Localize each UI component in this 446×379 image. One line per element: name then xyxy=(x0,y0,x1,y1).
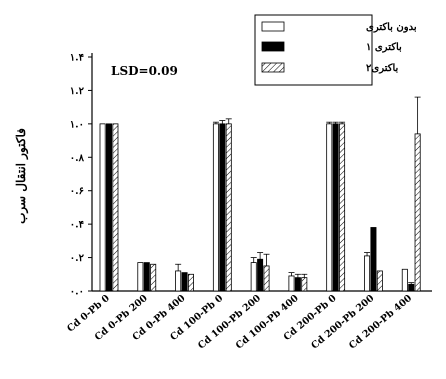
y-ticks: ۰.۰ ۰.۲ ۰.۴ ۰.۶ ۰.۸ ۱.۰ ۱.۲ ۱.۴ xyxy=(70,53,92,298)
bar-3 xyxy=(414,133,421,292)
lsd-annotation: LSD=0.09 xyxy=(111,64,178,78)
bar-3 xyxy=(376,270,383,292)
x-tick-label: Cd 200-Pb 400 xyxy=(347,293,414,352)
bar-2 xyxy=(294,277,301,292)
bar-2 xyxy=(106,123,113,292)
y-tick-label: ۰.۴ xyxy=(70,220,84,231)
bar-3 xyxy=(150,263,157,292)
y-tick-label: ۱.۰ xyxy=(70,119,84,130)
x-tick-label: Cd 100-Pb 200 xyxy=(196,293,263,352)
y-tick-label: ۱.۴ xyxy=(70,53,84,64)
legend: بدون باکتری باکتری ۱ باکتری۲ xyxy=(254,14,417,86)
bar-2 xyxy=(332,123,339,292)
bar-2 xyxy=(408,283,415,292)
bar-1 xyxy=(175,270,182,292)
legend-label-1: بدون باکتری xyxy=(366,22,417,33)
y-tick-label: ۱.۲ xyxy=(70,86,85,97)
bar-1 xyxy=(137,262,144,292)
bars xyxy=(99,96,421,292)
bar-1 xyxy=(364,255,371,292)
x-tick-label: Cd 200-Pb 200 xyxy=(309,293,376,352)
bar-2 xyxy=(219,123,226,292)
bar-1 xyxy=(212,123,219,292)
legend-swatch-3 xyxy=(261,62,285,73)
y-tick-label: ۰.۰ xyxy=(70,287,84,298)
bar-1 xyxy=(288,275,295,292)
bar-3 xyxy=(225,123,232,292)
y-axis-label: فاکتور انتقال سرب xyxy=(14,128,29,224)
x-tick-label: Cd 100-Pb 400 xyxy=(234,293,301,352)
bar-3 xyxy=(112,123,119,292)
bar-2 xyxy=(257,258,264,292)
y-tick-label: ۰.۶ xyxy=(70,186,84,197)
axes xyxy=(91,53,432,292)
legend-label-3: باکتری۲ xyxy=(366,63,399,74)
legend-label-2: باکتری ۱ xyxy=(366,42,402,53)
bar-2 xyxy=(143,262,150,292)
y-tick-label: ۰.۸ xyxy=(70,153,85,164)
bar-3 xyxy=(301,277,308,292)
bar-1 xyxy=(326,123,333,292)
bar-2 xyxy=(370,227,377,292)
bar-1 xyxy=(401,268,408,292)
bar-3 xyxy=(263,265,270,292)
legend-swatch-2 xyxy=(261,41,285,52)
y-tick-label: ۰.۲ xyxy=(70,253,85,264)
bar-1 xyxy=(250,262,257,292)
legend-swatch-1 xyxy=(261,21,285,32)
bar-1 xyxy=(99,123,106,292)
bar-2 xyxy=(181,272,188,292)
bar-3 xyxy=(187,273,194,292)
bar-3 xyxy=(339,123,346,292)
